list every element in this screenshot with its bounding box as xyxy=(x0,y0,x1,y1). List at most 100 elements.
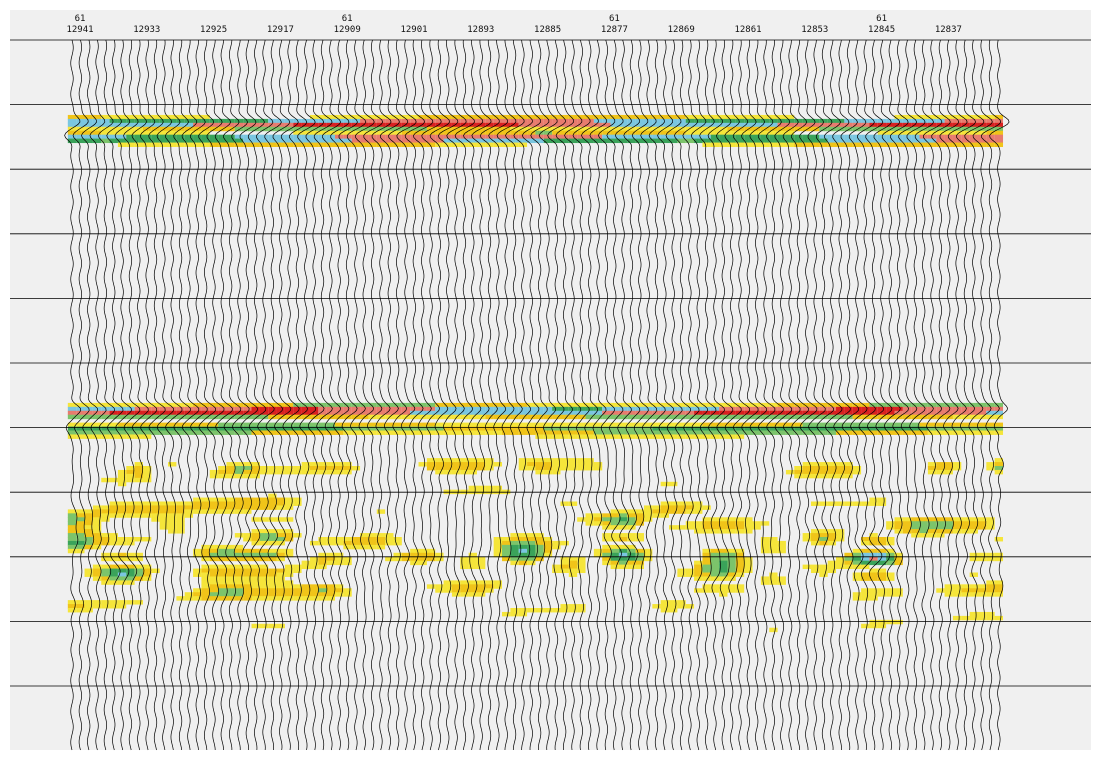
amplitude-cell xyxy=(151,142,160,147)
amplitude-cell xyxy=(677,525,686,530)
amplitude-cell xyxy=(435,142,444,147)
amplitude-cell xyxy=(694,426,703,431)
amplitude-cell xyxy=(393,134,402,140)
amplitude-cell xyxy=(493,118,503,124)
amplitude-cell xyxy=(535,402,544,408)
wiggle-trace xyxy=(964,39,985,751)
amplitude-cell xyxy=(84,544,93,550)
amplitude-cell xyxy=(585,134,594,140)
amplitude-cell xyxy=(602,138,611,144)
amplitude-cell xyxy=(827,568,837,573)
amplitude-cell xyxy=(869,134,878,140)
amplitude-cell xyxy=(301,564,310,570)
amplitude-cell xyxy=(134,406,143,412)
amplitude-cell xyxy=(702,568,711,573)
amplitude-cell xyxy=(276,623,285,629)
amplitude-cell xyxy=(819,533,828,538)
wiggle-trace xyxy=(791,39,809,751)
amplitude-cell xyxy=(627,513,636,518)
amplitude-cell xyxy=(802,537,811,542)
amplitude-cell xyxy=(309,426,319,431)
amplitude-cell xyxy=(142,414,152,420)
amplitude-cell xyxy=(836,560,845,566)
amplitude-cell xyxy=(502,130,511,136)
amplitude-cell xyxy=(635,410,644,416)
amplitude-cell xyxy=(769,426,778,431)
amplitude-cell xyxy=(869,576,878,581)
amplitude-cell xyxy=(226,584,235,589)
amplitude-cell xyxy=(193,497,202,502)
amplitude-cell xyxy=(760,544,770,550)
amplitude-cell xyxy=(184,426,194,431)
amplitude-cell xyxy=(101,509,110,514)
amplitude-cell xyxy=(493,552,503,558)
amplitude-cell xyxy=(560,410,569,416)
amplitude-cell xyxy=(226,596,235,601)
amplitude-cell xyxy=(468,138,477,144)
trace-number-label: 12909 xyxy=(334,25,361,35)
amplitude-cell xyxy=(602,533,611,538)
amplitude-cell xyxy=(635,533,644,538)
amplitude-cell xyxy=(126,414,135,420)
amplitude-cell xyxy=(293,501,302,506)
amplitude-cell xyxy=(234,406,244,412)
amplitude-cell xyxy=(67,118,77,124)
amplitude-cell xyxy=(76,430,85,435)
amplitude-cell xyxy=(460,402,469,408)
amplitude-cell xyxy=(727,552,736,558)
amplitude-cell xyxy=(869,533,878,538)
amplitude-cell xyxy=(869,422,878,428)
amplitude-cell xyxy=(451,402,461,408)
amplitude-cell xyxy=(385,430,394,435)
amplitude-cell xyxy=(243,134,252,140)
amplitude-cell xyxy=(117,410,127,416)
amplitude-cell xyxy=(502,544,511,550)
amplitude-cell xyxy=(234,568,244,573)
amplitude-cell xyxy=(836,537,845,542)
amplitude-cell xyxy=(669,126,678,132)
amplitude-cell xyxy=(777,402,786,408)
amplitude-cell xyxy=(293,142,302,147)
amplitude-cell xyxy=(193,410,202,416)
amplitude-cell xyxy=(994,426,1004,431)
amplitude-cell xyxy=(710,118,720,124)
amplitude-cell xyxy=(76,114,85,120)
amplitude-cell xyxy=(351,130,361,136)
amplitude-cell xyxy=(92,505,102,510)
amplitude-cell xyxy=(510,410,519,416)
amplitude-cell xyxy=(669,410,678,416)
amplitude-cell xyxy=(485,580,494,585)
amplitude-cell xyxy=(543,406,553,412)
amplitude-cell xyxy=(117,434,127,439)
amplitude-cell xyxy=(952,521,962,526)
amplitude-cell xyxy=(518,130,528,136)
amplitude-cell xyxy=(719,134,728,140)
amplitude-cell xyxy=(276,138,285,144)
amplitude-cell xyxy=(376,142,386,147)
amplitude-cell xyxy=(126,122,135,128)
amplitude-cell xyxy=(134,537,143,542)
amplitude-cell xyxy=(602,130,611,136)
amplitude-cell xyxy=(568,402,578,408)
amplitude-cell xyxy=(735,406,745,412)
amplitude-cell xyxy=(485,458,494,463)
wiggle-trace-layer xyxy=(64,39,1010,751)
amplitude-cell xyxy=(243,552,252,558)
amplitude-cell xyxy=(760,430,770,435)
amplitude-cell xyxy=(485,126,494,132)
amplitude-cell xyxy=(76,604,85,609)
amplitude-cell xyxy=(268,572,277,577)
amplitude-cell xyxy=(435,466,444,471)
amplitude-cell xyxy=(952,422,962,428)
amplitude-cell xyxy=(610,422,619,428)
amplitude-cell xyxy=(251,572,260,577)
amplitude-cell xyxy=(702,402,711,408)
amplitude-cell xyxy=(326,430,336,435)
amplitude-cell xyxy=(577,560,586,566)
amplitude-cell xyxy=(243,126,252,132)
amplitude-cell xyxy=(259,540,269,546)
amplitude-cell xyxy=(744,430,753,435)
amplitude-cell xyxy=(426,114,436,120)
wiggle-trace xyxy=(247,39,267,751)
amplitude-cell xyxy=(610,537,619,542)
